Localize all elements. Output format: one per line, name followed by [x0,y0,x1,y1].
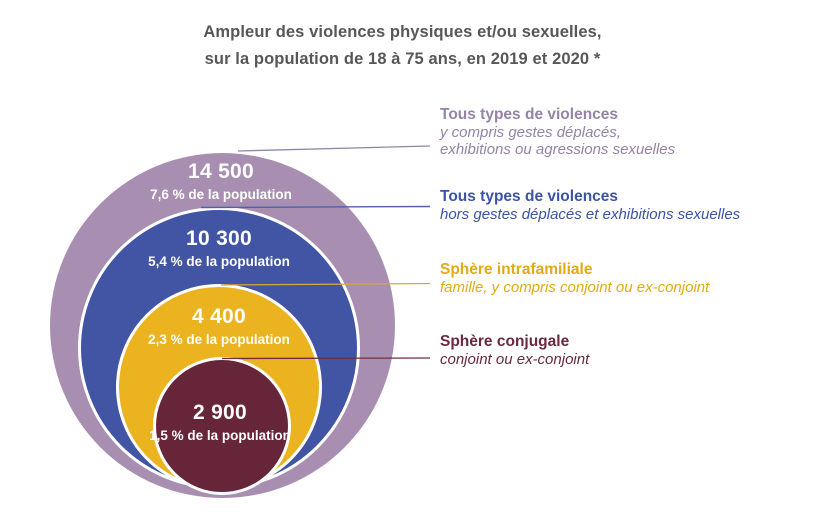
legend-title: Sphère conjugale [440,333,570,350]
value-percent: 1,5 % de la population [149,428,291,443]
legend-sphere-conjugale: Sphère conjugale conjoint ou ex-conjoint [440,333,589,368]
legend-subtitle-line1: conjoint ou ex-conjoint [440,351,590,368]
legend-tous-types-hors: Tous types de violences hors gestes dépl… [440,188,740,223]
chart-title-line2: sur la population de 18 à 75 ans, en 201… [204,50,601,68]
value-count: 14 500 [187,160,255,183]
circle-value-sphere-conjugale: 2 900 1,5 % de la population [110,401,330,444]
legend-tous-types-y-compris: Tous types de violences y compris gestes… [440,106,675,158]
value-count: 4 400 [191,305,247,328]
legend-sphere-intrafamiliale: Sphère intrafamiliale famille, y compris… [440,261,709,296]
circle-sphere-conjugale [153,357,291,495]
legend-subtitle-line1: y compris gestes déplacés, [440,124,621,141]
circle-value-tous-types-y-compris: 14 500 7,6 % de la population [111,160,331,203]
value-percent: 7,6 % de la population [150,187,292,202]
value-percent: 2,3 % de la population [148,332,290,347]
connector-line-tous-types-y-compris [237,145,431,152]
circle-value-sphere-intrafamiliale: 4 400 2,3 % de la population [109,305,329,348]
chart-title-line1: Ampleur des violences physiques et/ou se… [203,23,602,41]
legend-subtitle-line1: hors gestes déplacés et exhibitions sexu… [440,206,741,223]
chart-title: Ampleur des violences physiques et/ou se… [100,19,705,73]
legend-subtitle-line2: exhibitions ou agressions sexuelles [440,141,676,158]
value-percent: 5,4 % de la population [148,254,290,269]
legend-title: Tous types de violences [440,188,619,205]
legend-title: Tous types de violences [440,106,619,123]
value-count: 2 900 [192,401,248,424]
legend-subtitle-line1: famille, y compris conjoint ou ex-conjoi… [440,279,710,296]
legend-title: Sphère intrafamiliale [440,261,593,278]
circle-value-tous-types-hors: 10 300 5,4 % de la population [109,227,329,270]
value-count: 10 300 [185,227,253,250]
